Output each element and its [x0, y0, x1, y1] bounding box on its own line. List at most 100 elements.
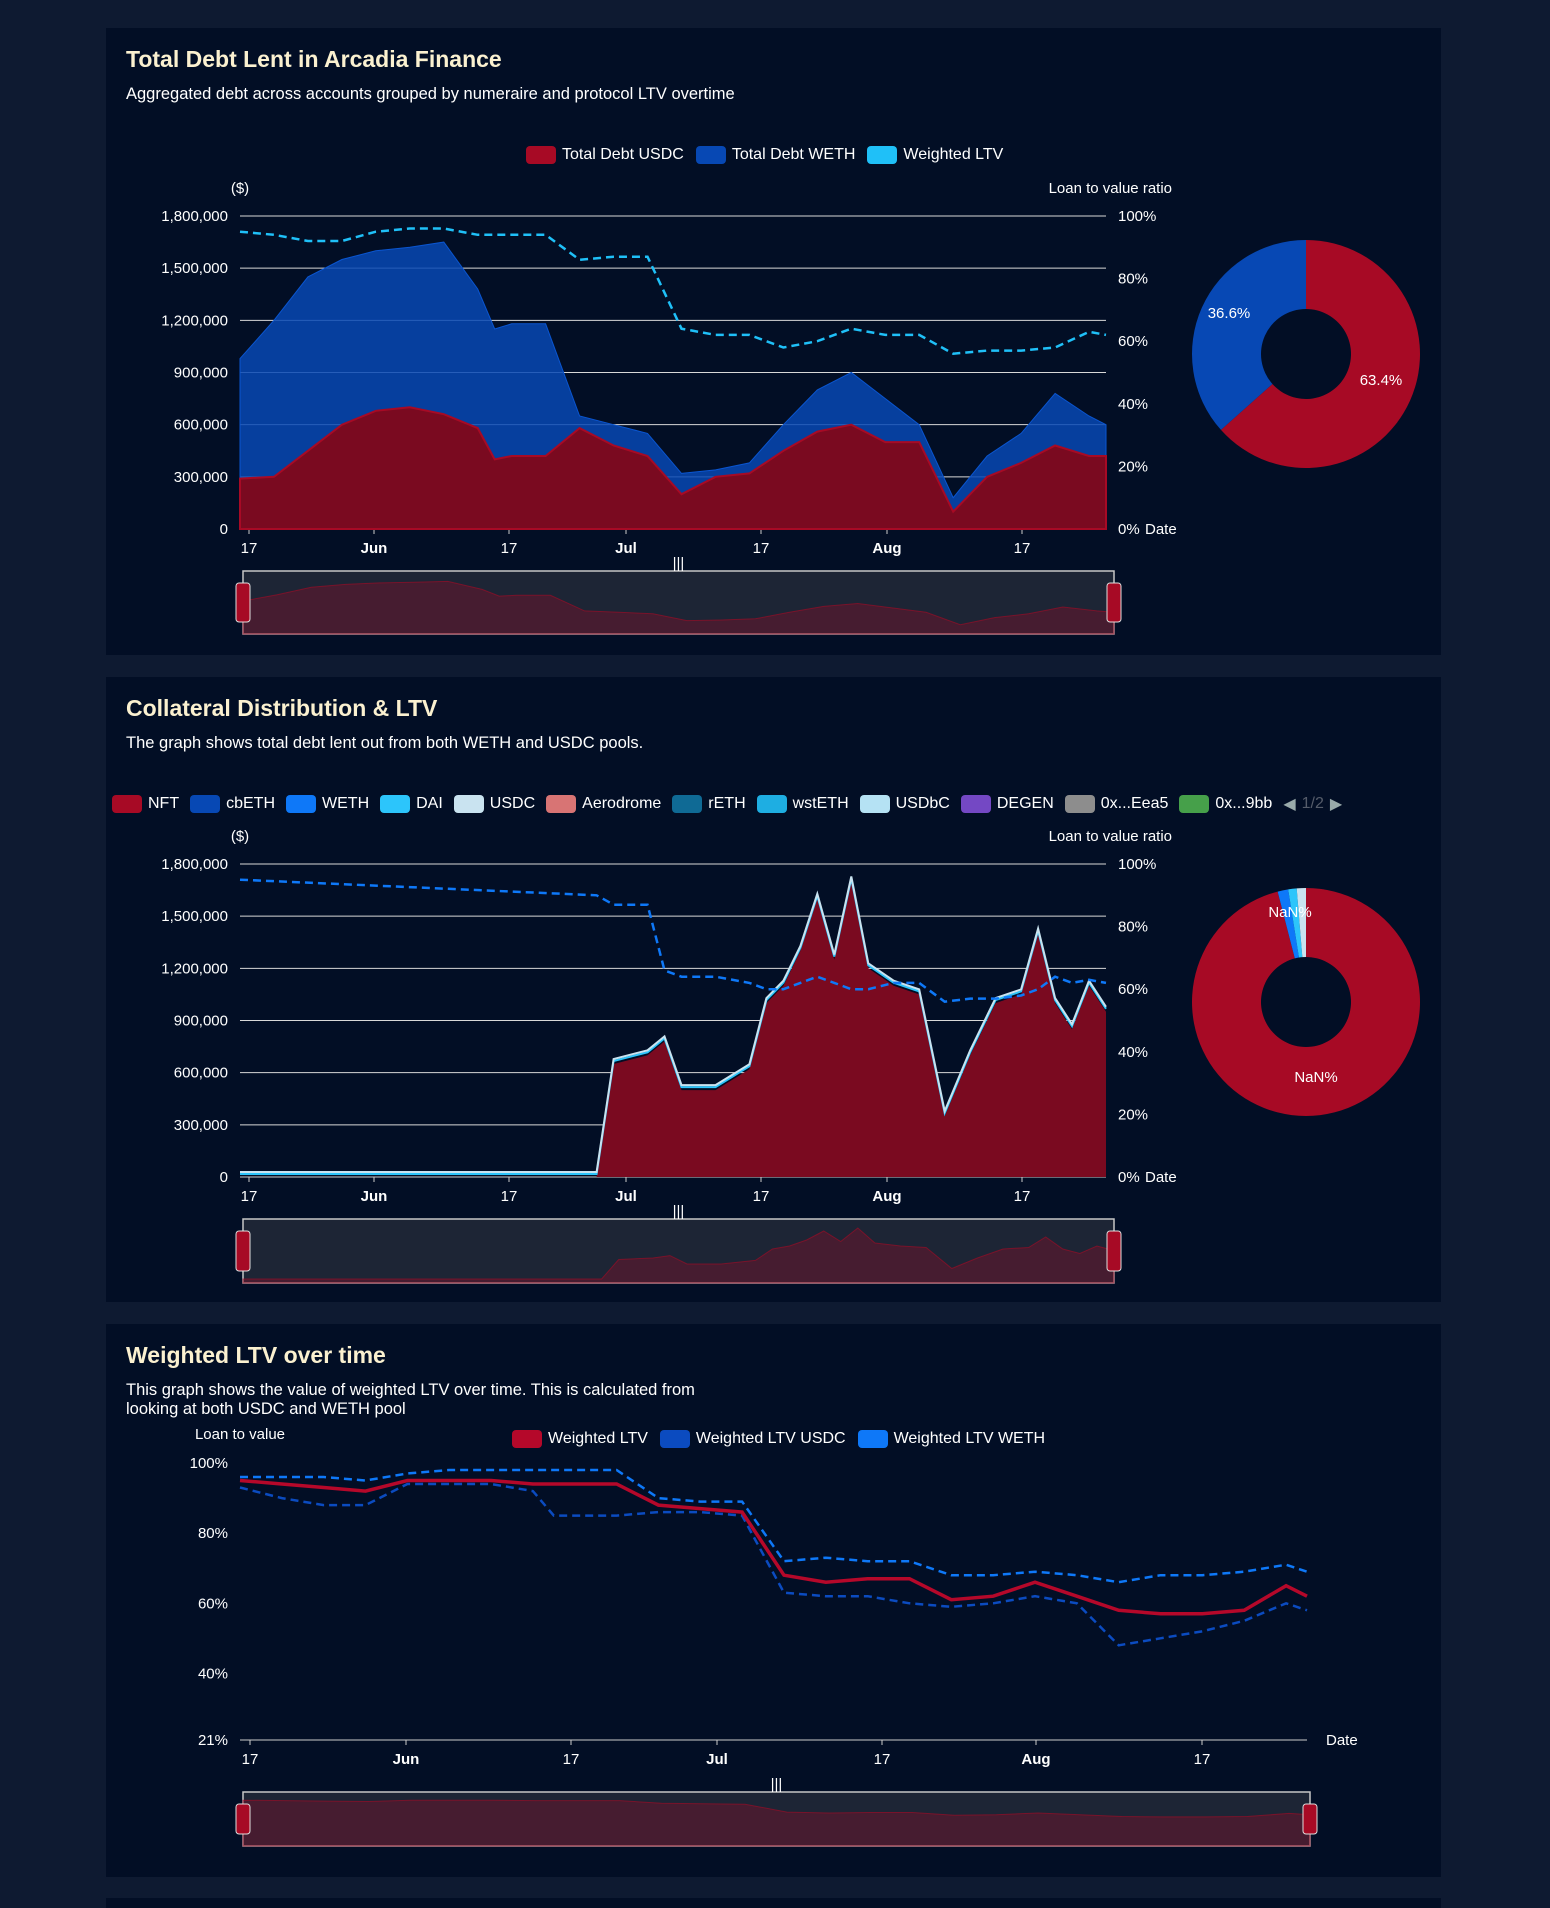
zoom-slider	[242, 1791, 1311, 1847]
legend-item[interactable]: DAI	[380, 795, 443, 813]
pie-slice[interactable]	[1288, 888, 1303, 958]
legend-label: USDC	[489, 795, 536, 812]
slider-handle[interactable]	[235, 1803, 251, 1835]
legend-item[interactable]: USDC	[453, 795, 536, 813]
slider-handle[interactable]	[235, 1230, 251, 1272]
legend-item[interactable]: WETH	[286, 795, 369, 813]
x-tick-label: Jul	[706, 1751, 728, 1768]
slider-handle[interactable]	[1302, 1803, 1318, 1835]
legend-label: DEGEN	[996, 795, 1054, 812]
chart-subtitle: Aggregated debt across accounts grouped …	[126, 85, 735, 103]
legend-item-usdc[interactable]: Total Debt USDC	[526, 146, 684, 164]
slider-handle[interactable]	[235, 582, 251, 623]
x-tick-label: 17	[1014, 1188, 1031, 1205]
next-card	[106, 1898, 1441, 1908]
y2-axis-label: Loan to value ratio	[1049, 828, 1172, 845]
y2-tick-label: 0%	[1118, 1169, 1140, 1186]
y2-tick-label: 100%	[1118, 856, 1156, 873]
x-tick-label: 17	[1194, 1751, 1211, 1768]
legend-pager[interactable]: ◀ 1/2 ▶	[1283, 794, 1342, 814]
y-tick-label: 900,000	[174, 1013, 228, 1030]
pie-label: 63.4%	[1360, 372, 1403, 389]
legend-item[interactable]: cbETH	[190, 795, 275, 813]
slider-handle[interactable]	[1106, 582, 1122, 623]
legend-item[interactable]: 0x...Eea5	[1064, 795, 1169, 813]
area-nft	[240, 881, 1106, 1177]
legend-item-ltv-usdc[interactable]: Weighted LTV USDC	[659, 1430, 846, 1448]
legend-item[interactable]: NFT	[112, 795, 179, 813]
x-tick-label: Jul	[615, 1188, 637, 1205]
line-weighted-ltv	[239, 227, 1107, 355]
legend-label: Total Debt WETH	[731, 146, 856, 163]
y-tick-label: 1,200,000	[161, 960, 228, 977]
y2-tick-label: 80%	[1118, 271, 1148, 288]
legend-item-weighted-ltv[interactable]: Weighted LTV	[512, 1430, 648, 1448]
pie-slice[interactable]	[1220, 240, 1420, 469]
legend-label: Weighted LTV USDC	[695, 1430, 846, 1447]
legend-label: wstETH	[792, 795, 849, 812]
legend: NFT cbETH WETH DAI USDC Aerodrome rETH wstETH US…	[112, 794, 1342, 814]
y-tick-label: 1,200,000	[161, 312, 228, 329]
y2-axis-label: Loan to value ratio	[1049, 180, 1172, 197]
y2-tick-label: 40%	[1118, 396, 1148, 413]
pie-slice[interactable]	[1296, 888, 1306, 958]
x-tick-label: Aug	[872, 540, 901, 557]
legend-item[interactable]: Aerodrome	[546, 795, 661, 813]
x-tick-label: 17	[563, 1751, 580, 1768]
legend-label: cbETH	[226, 795, 276, 812]
legend-label: rETH	[708, 795, 746, 812]
legend-item[interactable]: DEGEN	[960, 795, 1054, 813]
y2-tick-label: 0%	[1118, 521, 1140, 538]
chart-title: Collateral Distribution & LTV	[126, 695, 438, 721]
legend-item[interactable]: wstETH	[756, 795, 849, 813]
legend-item[interactable]: rETH	[672, 795, 746, 813]
y-tick-label: 100%	[190, 1455, 228, 1472]
slider-grip: |||	[771, 1776, 783, 1793]
legend-item[interactable]: USDbC	[859, 795, 950, 813]
x-tick-label: Aug	[872, 1188, 901, 1205]
y-tick-label: 300,000	[174, 1117, 228, 1134]
chart-subtitle: The graph shows total debt lent out from…	[126, 734, 644, 752]
y-tick-label: 1,800,000	[161, 856, 228, 873]
legend-label: Weighted LTV	[903, 146, 1004, 163]
pie-slice[interactable]	[1192, 240, 1306, 430]
y2-tick-label: 60%	[1118, 333, 1148, 350]
zoom-slider	[242, 1218, 1115, 1284]
y2-tick-label: 20%	[1118, 458, 1148, 475]
x-tick-label: 17	[1014, 540, 1031, 557]
x-tick-label: 17	[241, 1188, 258, 1205]
pie-slice[interactable]	[1277, 889, 1299, 959]
y-axis-label: Loan to value	[195, 1426, 285, 1443]
legend-item[interactable]: 0x...9bb	[1179, 795, 1272, 813]
y-tick-label: 1,800,000	[161, 208, 228, 225]
legend-label: 0x...Eea5	[1100, 795, 1169, 812]
legend-item-ltv[interactable]: Weighted LTV	[867, 146, 1003, 164]
legend-item-ltv-weth[interactable]: Weighted LTV WETH	[857, 1430, 1045, 1448]
prev-page-icon[interactable]: ◀	[1283, 796, 1296, 813]
y-tick-label: 40%	[198, 1665, 228, 1682]
line-weighted-ltv-usdc	[239, 1482, 1308, 1647]
weighted-ltv-card: Weighted LTV over time This graph shows …	[106, 1324, 1441, 1877]
x-tick-label: 17	[874, 1751, 891, 1768]
legend-label: Aerodrome	[582, 795, 662, 812]
slider-handle[interactable]	[1106, 1230, 1122, 1272]
chart-title: Total Debt Lent in Arcadia Finance	[126, 46, 502, 72]
legend-label: WETH	[322, 795, 370, 812]
y-tick-label: 300,000	[174, 469, 228, 486]
chart-title: Weighted LTV over time	[126, 1342, 386, 1368]
x-tick-label: 17	[501, 1188, 518, 1205]
pie-slice[interactable]	[1192, 888, 1420, 1116]
line-weighted-ltv-weth	[240, 1468, 1308, 1584]
y-tick-label: 600,000	[174, 1065, 228, 1082]
x-tick-label: Aug	[1021, 1751, 1050, 1768]
x-axis-label: Date	[1145, 521, 1177, 538]
x-tick-label: Jun	[361, 1188, 388, 1205]
x-tick-label: 17	[753, 540, 770, 557]
next-page-icon[interactable]: ▶	[1329, 796, 1343, 813]
legend-item-weth[interactable]: Total Debt WETH	[695, 146, 856, 164]
legend-label: USDbC	[895, 795, 950, 812]
y2-tick-label: 80%	[1118, 919, 1148, 936]
y-tick-label: 80%	[198, 1525, 228, 1542]
x-axis-label: Date	[1326, 1732, 1358, 1749]
